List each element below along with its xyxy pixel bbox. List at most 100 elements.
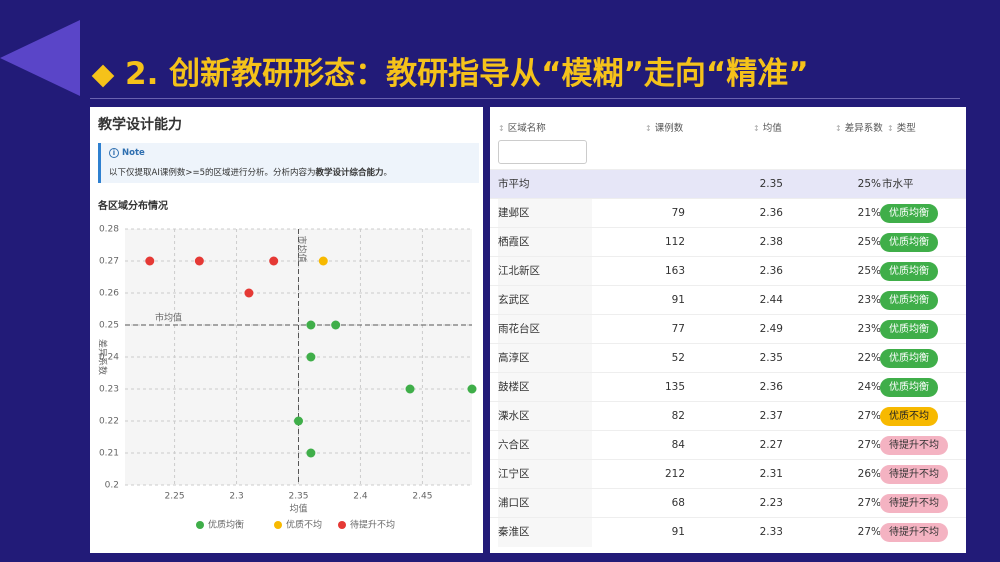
table-cell: 26%: [857, 468, 881, 480]
column-header: 均值: [753, 120, 782, 134]
table-cell: 23%: [857, 294, 881, 306]
note-text: 以下仅提取AI课例数>=5的区域进行分析。分析内容为教学设计综合能力。: [109, 166, 392, 178]
x-tick-label: 2.35: [288, 492, 308, 502]
search-input[interactable]: [498, 140, 587, 164]
legend-marker: [338, 521, 346, 529]
type-badge: 优质均衡: [880, 262, 938, 281]
x-axis-label: 均值: [289, 503, 307, 515]
table-row: 雨花台区 77 2.49 23% 优质均衡: [490, 314, 966, 344]
type-badge: 优质不均: [880, 407, 938, 426]
note: Note 以下仅提取AI课例数>=5的区域进行分析。分析内容为教学设计综合能力。: [98, 143, 479, 183]
type-badge: 优质均衡: [880, 291, 938, 310]
point: [306, 448, 316, 458]
chart-panel: 教学设计能力 Note 以下仅提取AI课例数>=5的区域进行分析。分析内容为教学…: [90, 107, 483, 553]
type-badge: 待提升不均: [880, 465, 948, 484]
table-cell: 23%: [857, 323, 881, 335]
type-badge: 待提升不均: [880, 494, 948, 513]
x-tick-label: 2.3: [229, 492, 243, 502]
table-row: 溧水区 82 2.37 27% 优质不均: [490, 401, 966, 431]
y-tick-label: 0.2: [105, 481, 119, 491]
table-cell: 2.36: [759, 207, 783, 219]
title-rule: [90, 98, 960, 99]
y-tick-label: 0.25: [99, 321, 119, 331]
table-cell: 82: [671, 410, 685, 422]
point: [467, 384, 477, 394]
point: [145, 256, 155, 266]
legend-label: 待提升不均: [350, 519, 395, 531]
note-end: 。: [383, 168, 393, 178]
y-tick-label: 0.26: [99, 289, 119, 299]
table-row: 秦淮区 91 2.33 27% 待提升不均: [490, 517, 966, 547]
chart-subtitle: 各区域分布情况: [98, 201, 168, 212]
type-badge: 优质均衡: [880, 233, 938, 252]
table-row: 市平均 2.35 25% 市水平: [490, 169, 966, 199]
column-header: 类型: [887, 120, 916, 134]
table-cell: 建邺区: [498, 199, 592, 228]
table-cell: 2.27: [759, 439, 783, 451]
table-cell: 77: [671, 323, 685, 335]
column-header: 区域名称: [498, 120, 546, 134]
table-cell: 2.31: [759, 468, 783, 480]
point: [318, 256, 328, 266]
type-badge: 优质均衡: [880, 320, 938, 339]
panel-title: 教学设计能力: [98, 117, 182, 133]
table-row: 建邺区 79 2.36 21% 优质均衡: [490, 198, 966, 228]
table-cell: 25%: [857, 265, 881, 277]
table-row: 玄武区 91 2.44 23% 优质均衡: [490, 285, 966, 315]
table-cell: 玄武区: [498, 286, 592, 315]
decor-triangle: [0, 20, 80, 96]
table-cell: 212: [664, 468, 685, 480]
table-cell: 91: [671, 294, 685, 306]
table-row: 栖霞区 112 2.38 25% 优质均衡: [490, 227, 966, 257]
table-cell: 68: [671, 497, 685, 509]
table-row: 江宁区 212 2.31 26% 待提升不均: [490, 459, 966, 489]
note-bold: 教学设计综合能力: [315, 168, 384, 178]
table-cell: 79: [671, 207, 685, 219]
note-text-part: 以下仅提取AI课例数>=5的区域进行分析。分析内容为: [109, 168, 316, 178]
point: [194, 256, 204, 266]
type-badge: 优质均衡: [880, 204, 938, 223]
table-cell: 2.44: [759, 294, 783, 306]
table-cell: 江宁区: [498, 460, 592, 489]
legend-marker: [274, 521, 282, 529]
table-cell: 市平均: [498, 170, 592, 199]
y-tick-label: 0.27: [99, 257, 119, 267]
table-cell: 2.36: [759, 381, 783, 393]
legend-label: 优质均衡: [208, 519, 244, 531]
table-cell: 高淳区: [498, 344, 592, 373]
legend-marker: [196, 521, 204, 529]
type-badge: 优质均衡: [880, 349, 938, 368]
reference-label: 市均值: [296, 235, 308, 262]
table-cell: 2.35: [759, 178, 783, 190]
y-tick-label: 0.21: [99, 449, 119, 459]
table-cell: 84: [671, 439, 685, 451]
table-cell: 江北新区: [498, 257, 592, 286]
table-row: 浦口区 68 2.23 27% 待提升不均: [490, 488, 966, 518]
legend-label: 优质不均: [286, 519, 322, 531]
table-cell: 溧水区: [498, 402, 592, 431]
x-tick-label: 2.4: [353, 492, 368, 502]
x-tick-label: 2.25: [165, 492, 185, 502]
type-badge: 优质均衡: [880, 378, 938, 397]
table-cell: 六合区: [498, 431, 592, 460]
type-badge: 待提升不均: [880, 436, 948, 455]
table-cell: 24%: [857, 381, 881, 393]
chart: 0.2 0.21 0.22 0.23 0.24 0.25 0.26 0.27 0.28 2.25 2…: [97, 225, 477, 531]
table-cell: 25%: [857, 178, 881, 190]
table-cell: 2.37: [759, 410, 783, 422]
table-cell: 27%: [857, 410, 881, 422]
table-row: 鼓楼区 135 2.36 24% 优质均衡: [490, 372, 966, 402]
column-header: 课例数: [645, 120, 684, 134]
table-cell: 22%: [857, 352, 881, 364]
table-cell: 21%: [857, 207, 881, 219]
point: [306, 352, 316, 362]
point: [244, 288, 254, 298]
table-cell: 27%: [857, 526, 881, 538]
y-tick-label: 0.23: [99, 385, 119, 395]
table-cell: 雨花台区: [498, 315, 592, 344]
y-tick-label: 0.24: [99, 353, 119, 363]
column-header: 差异系数: [835, 120, 883, 134]
table-row: 江北新区 163 2.36 25% 优质均衡: [490, 256, 966, 286]
note-label: Note: [109, 148, 145, 158]
